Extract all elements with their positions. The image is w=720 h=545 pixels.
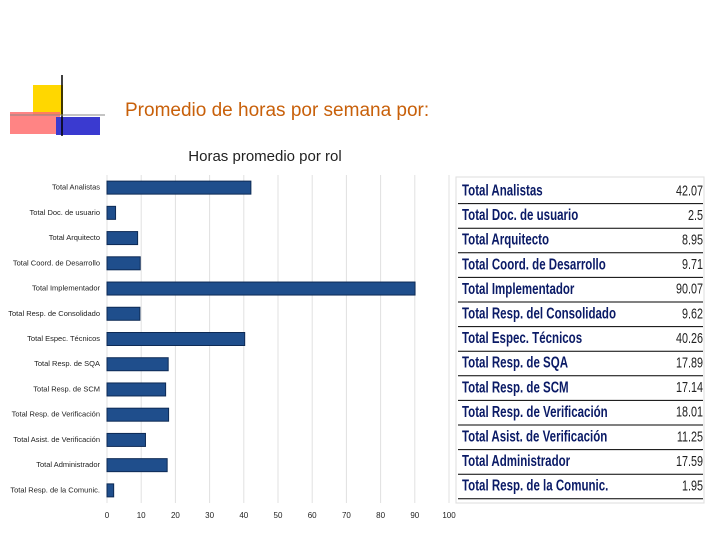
x-tick-label: 90 xyxy=(410,511,419,520)
row-value: 2.5 xyxy=(688,206,703,223)
x-tick-label: 80 xyxy=(376,511,385,520)
row-label-group: Total Doc. de usuario xyxy=(462,205,578,223)
row-label: Total Resp. de SQA xyxy=(462,353,568,371)
x-tick-label: 50 xyxy=(274,511,283,520)
row-value: 11.25 xyxy=(677,427,703,444)
y-tick-label: Total Resp. de SQA xyxy=(34,359,100,368)
row-value: 17.89 xyxy=(676,354,703,371)
row-value: 18.01 xyxy=(676,403,703,420)
y-tick-label: Total Resp. de Consolidado xyxy=(8,309,100,318)
row-value: 42.07 xyxy=(676,181,703,198)
row-label-group: Total Arquitecto xyxy=(462,230,549,248)
bar xyxy=(106,281,416,296)
bar xyxy=(106,458,168,473)
bar xyxy=(106,407,170,422)
row-label: Total Resp. de la Comunic. xyxy=(462,476,608,494)
row-value: 1.95 xyxy=(682,477,703,494)
bar xyxy=(106,256,141,271)
row-label-group: Total Coord. de Desarrollo xyxy=(462,254,606,272)
row-label-group: Total Resp. de SCM xyxy=(462,377,569,395)
row-value: 17.14 xyxy=(676,378,703,395)
row-label-group: Total Espec. Técnicos xyxy=(462,328,582,346)
row-value: 8.95 xyxy=(682,231,703,248)
heading: Promedio de horas por semana por: xyxy=(125,100,429,121)
row-label-group: Total Implementador xyxy=(462,279,575,297)
row-label-group: Total Resp. de SQA xyxy=(462,353,568,371)
x-tick-label: 0 xyxy=(105,511,110,520)
bar xyxy=(106,483,115,498)
y-tick-label: Total Implementador xyxy=(32,284,100,293)
bar xyxy=(106,180,252,195)
bar xyxy=(106,205,117,220)
y-tick-label: Total Doc. de usuario xyxy=(30,208,100,217)
row-value-group: 17.89 xyxy=(676,354,703,371)
row-label-group: Total Resp. de la Comunic. xyxy=(462,476,608,494)
row-value-group: 17.14 xyxy=(676,378,703,395)
x-tick-label: 100 xyxy=(442,511,456,520)
decor-yellow xyxy=(33,85,63,115)
row-value-group: 8.95 xyxy=(682,231,703,248)
row-label-group: Total Administrador xyxy=(462,451,571,469)
row-value-group: 17.59 xyxy=(676,452,703,469)
x-tick-label: 20 xyxy=(171,511,180,520)
row-value-group: 2.5 xyxy=(688,206,703,223)
decor-red xyxy=(10,112,60,134)
row-value-group: 18.01 xyxy=(676,403,703,420)
row-label-group: Total Resp. del Consolidado xyxy=(462,304,616,322)
row-label-group: Total Analistas xyxy=(462,181,543,199)
row-value-group: 1.95 xyxy=(682,477,703,494)
row-value-group: 9.71 xyxy=(682,255,703,272)
bar xyxy=(106,231,139,246)
x-tick-label: 60 xyxy=(308,511,317,520)
row-value: 90.07 xyxy=(676,280,703,297)
bar xyxy=(106,382,167,397)
row-value: 9.71 xyxy=(682,255,703,272)
row-label: Total Coord. de Desarrollo xyxy=(462,254,606,272)
x-tick-label: 30 xyxy=(205,511,214,520)
row-label: Total Resp. de Verificación xyxy=(462,402,608,420)
bar xyxy=(106,332,246,346)
row-label: Total Asist. de Verificación xyxy=(462,427,607,445)
y-tick-label: Total Analistas xyxy=(52,183,100,192)
row-label: Total Espec. Técnicos xyxy=(462,328,582,346)
row-label: Total Arquitecto xyxy=(462,230,549,248)
row-label-group: Total Resp. de Verificación xyxy=(462,402,608,420)
row-label: Total Analistas xyxy=(462,181,543,199)
row-label: Total Implementador xyxy=(462,279,575,297)
y-tick-label: Total Asist. de Verificación xyxy=(13,435,100,444)
row-label: Total Doc. de usuario xyxy=(462,205,578,223)
y-tick-label: Total Arquitecto xyxy=(49,233,100,242)
row-label: Total Administrador xyxy=(462,451,571,469)
chart-title: Horas promedio por rol xyxy=(188,148,341,165)
row-value-group: 42.07 xyxy=(676,181,703,198)
row-value: 9.62 xyxy=(682,304,703,321)
y-tick-label: Total Coord. de Desarrollo xyxy=(13,258,100,267)
y-tick-label: Total Espec. Técnicos xyxy=(27,334,100,343)
bar xyxy=(106,432,146,447)
bar xyxy=(106,306,141,321)
row-label-group: Total Asist. de Verificación xyxy=(462,427,607,445)
row-value-group: 11.25 xyxy=(677,427,703,444)
x-tick-label: 70 xyxy=(342,511,351,520)
x-tick-label: 40 xyxy=(239,511,248,520)
y-tick-label: Total Resp. de la Comunic. xyxy=(10,485,100,494)
row-value: 40.26 xyxy=(676,329,703,346)
decor-blue xyxy=(56,117,100,135)
row-value-group: 40.26 xyxy=(676,329,703,346)
y-tick-label: Total Resp. de SCM xyxy=(33,384,100,393)
y-tick-label: Total Resp. de Verificación xyxy=(12,410,100,419)
y-tick-label: Total Administrador xyxy=(36,460,100,469)
row-value-group: 9.62 xyxy=(682,304,703,321)
table-frame xyxy=(455,176,705,504)
row-label: Total Resp. del Consolidado xyxy=(462,304,616,322)
row-value-group: 90.07 xyxy=(676,280,703,297)
row-value: 17.59 xyxy=(676,452,703,469)
bar xyxy=(106,357,169,372)
row-label: Total Resp. de SCM xyxy=(462,377,569,395)
x-tick-label: 10 xyxy=(137,511,146,520)
